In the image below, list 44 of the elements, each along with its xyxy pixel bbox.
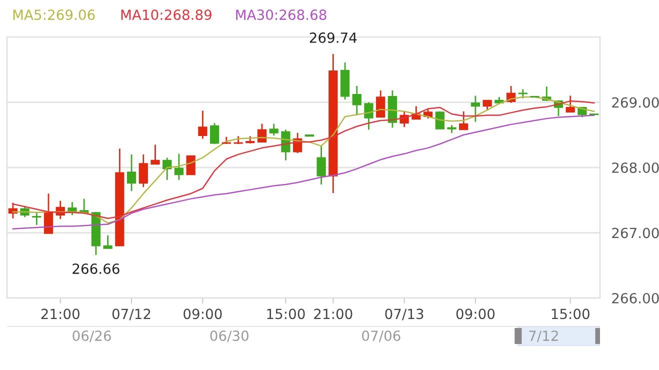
candlestick bbox=[364, 102, 374, 130]
x-tick-label: 15:00 bbox=[552, 308, 590, 320]
y-tick-label: 268.00 bbox=[612, 162, 659, 173]
candlestick bbox=[32, 211, 42, 226]
candlestick bbox=[138, 154, 148, 188]
candlestick bbox=[150, 144, 160, 165]
candlestick bbox=[126, 154, 136, 192]
candlestick bbox=[103, 234, 112, 250]
candlestick bbox=[68, 201, 77, 216]
candlestick bbox=[316, 144, 326, 186]
candlestick bbox=[482, 100, 492, 111]
text: MA10:268.89 bbox=[121, 10, 212, 20]
text: 06/26 bbox=[72, 330, 111, 342]
candlestick bbox=[257, 123, 267, 143]
x-tick-label: 21:00 bbox=[314, 308, 352, 320]
y-tick-label: 266.00 bbox=[612, 292, 659, 304]
y-tick-label: 269.00 bbox=[612, 97, 659, 108]
x-tick-label: 09:00 bbox=[184, 308, 222, 320]
annotation: 269.74 bbox=[310, 32, 357, 43]
text: 06/30 bbox=[210, 330, 248, 342]
candlestick bbox=[44, 192, 54, 234]
text: MA5:269.06 bbox=[13, 10, 95, 20]
x-tick-label: 09:00 bbox=[456, 308, 495, 320]
y-tick-label: 267.00 bbox=[612, 228, 659, 238]
x-tick-label: 21:00 bbox=[41, 308, 80, 320]
candlestick bbox=[174, 153, 184, 181]
annotation: 266.66 bbox=[72, 264, 120, 274]
x-tick-label: 07/12 bbox=[112, 308, 150, 320]
candlestick bbox=[376, 90, 386, 118]
text: 7/12 bbox=[529, 330, 558, 342]
candlestick bbox=[269, 123, 278, 136]
candlestick bbox=[352, 85, 362, 116]
x-tick-label: 15:00 bbox=[267, 308, 305, 320]
candlestick bbox=[198, 110, 208, 140]
candlestick bbox=[186, 155, 196, 176]
candlestick bbox=[566, 95, 575, 113]
x-tick-label: 07/13 bbox=[385, 308, 424, 320]
text: MA30:268.68 bbox=[236, 10, 326, 20]
candlestick bbox=[281, 128, 290, 162]
candlestick bbox=[459, 110, 468, 130]
candlestick bbox=[210, 122, 220, 145]
text: 07/06 bbox=[362, 330, 400, 342]
candlestick bbox=[470, 95, 480, 123]
candlestick bbox=[518, 88, 528, 100]
